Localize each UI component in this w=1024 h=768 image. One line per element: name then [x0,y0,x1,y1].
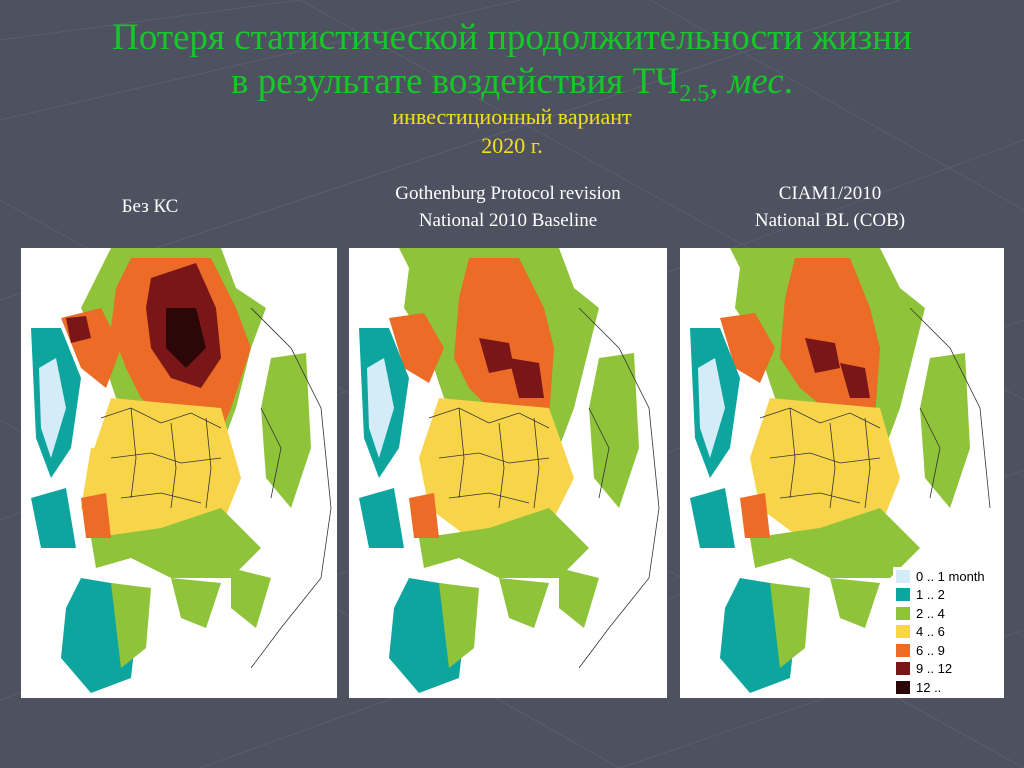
slide-subtitle: инвестиционный вариант [392,104,632,129]
map-label-no-ks: Без КС [121,196,179,217]
map-no-ks [21,248,337,698]
legend-swatch [896,606,910,620]
map-label-ciam: CIAM1/2010 National BL (COB) [754,183,906,231]
legend-swatch [896,625,910,639]
legend-item: 12 .. [893,678,1003,697]
slide-title-line1: Потеря статистической продолжительности … [112,17,912,58]
map-gothenburg [349,248,667,698]
legend-item: 2 .. 4 [893,604,1003,623]
legend-swatch [896,588,910,602]
map-label-gothenburg: Gothenburg Protocol revision National 20… [395,183,621,231]
legend-swatch [896,662,910,676]
slide-year: 2020 г. [481,133,543,158]
legend-swatch [896,643,910,657]
legend-item: 9 .. 12 [893,660,1003,679]
legend-swatch [896,569,910,583]
slide-title-line2: в результате воздействия ТЧ2.5, мес. [231,61,793,107]
legend-item: 0 .. 1 month [893,567,1003,586]
map-legend: 0 .. 1 month 1 .. 2 2 .. 4 4 .. 6 6 .. 9… [893,567,1003,698]
legend-item: 6 .. 9 [893,641,1003,660]
legend-item: 4 .. 6 [893,623,1003,642]
legend-swatch [896,680,910,694]
legend-item: 1 .. 2 [893,586,1003,605]
